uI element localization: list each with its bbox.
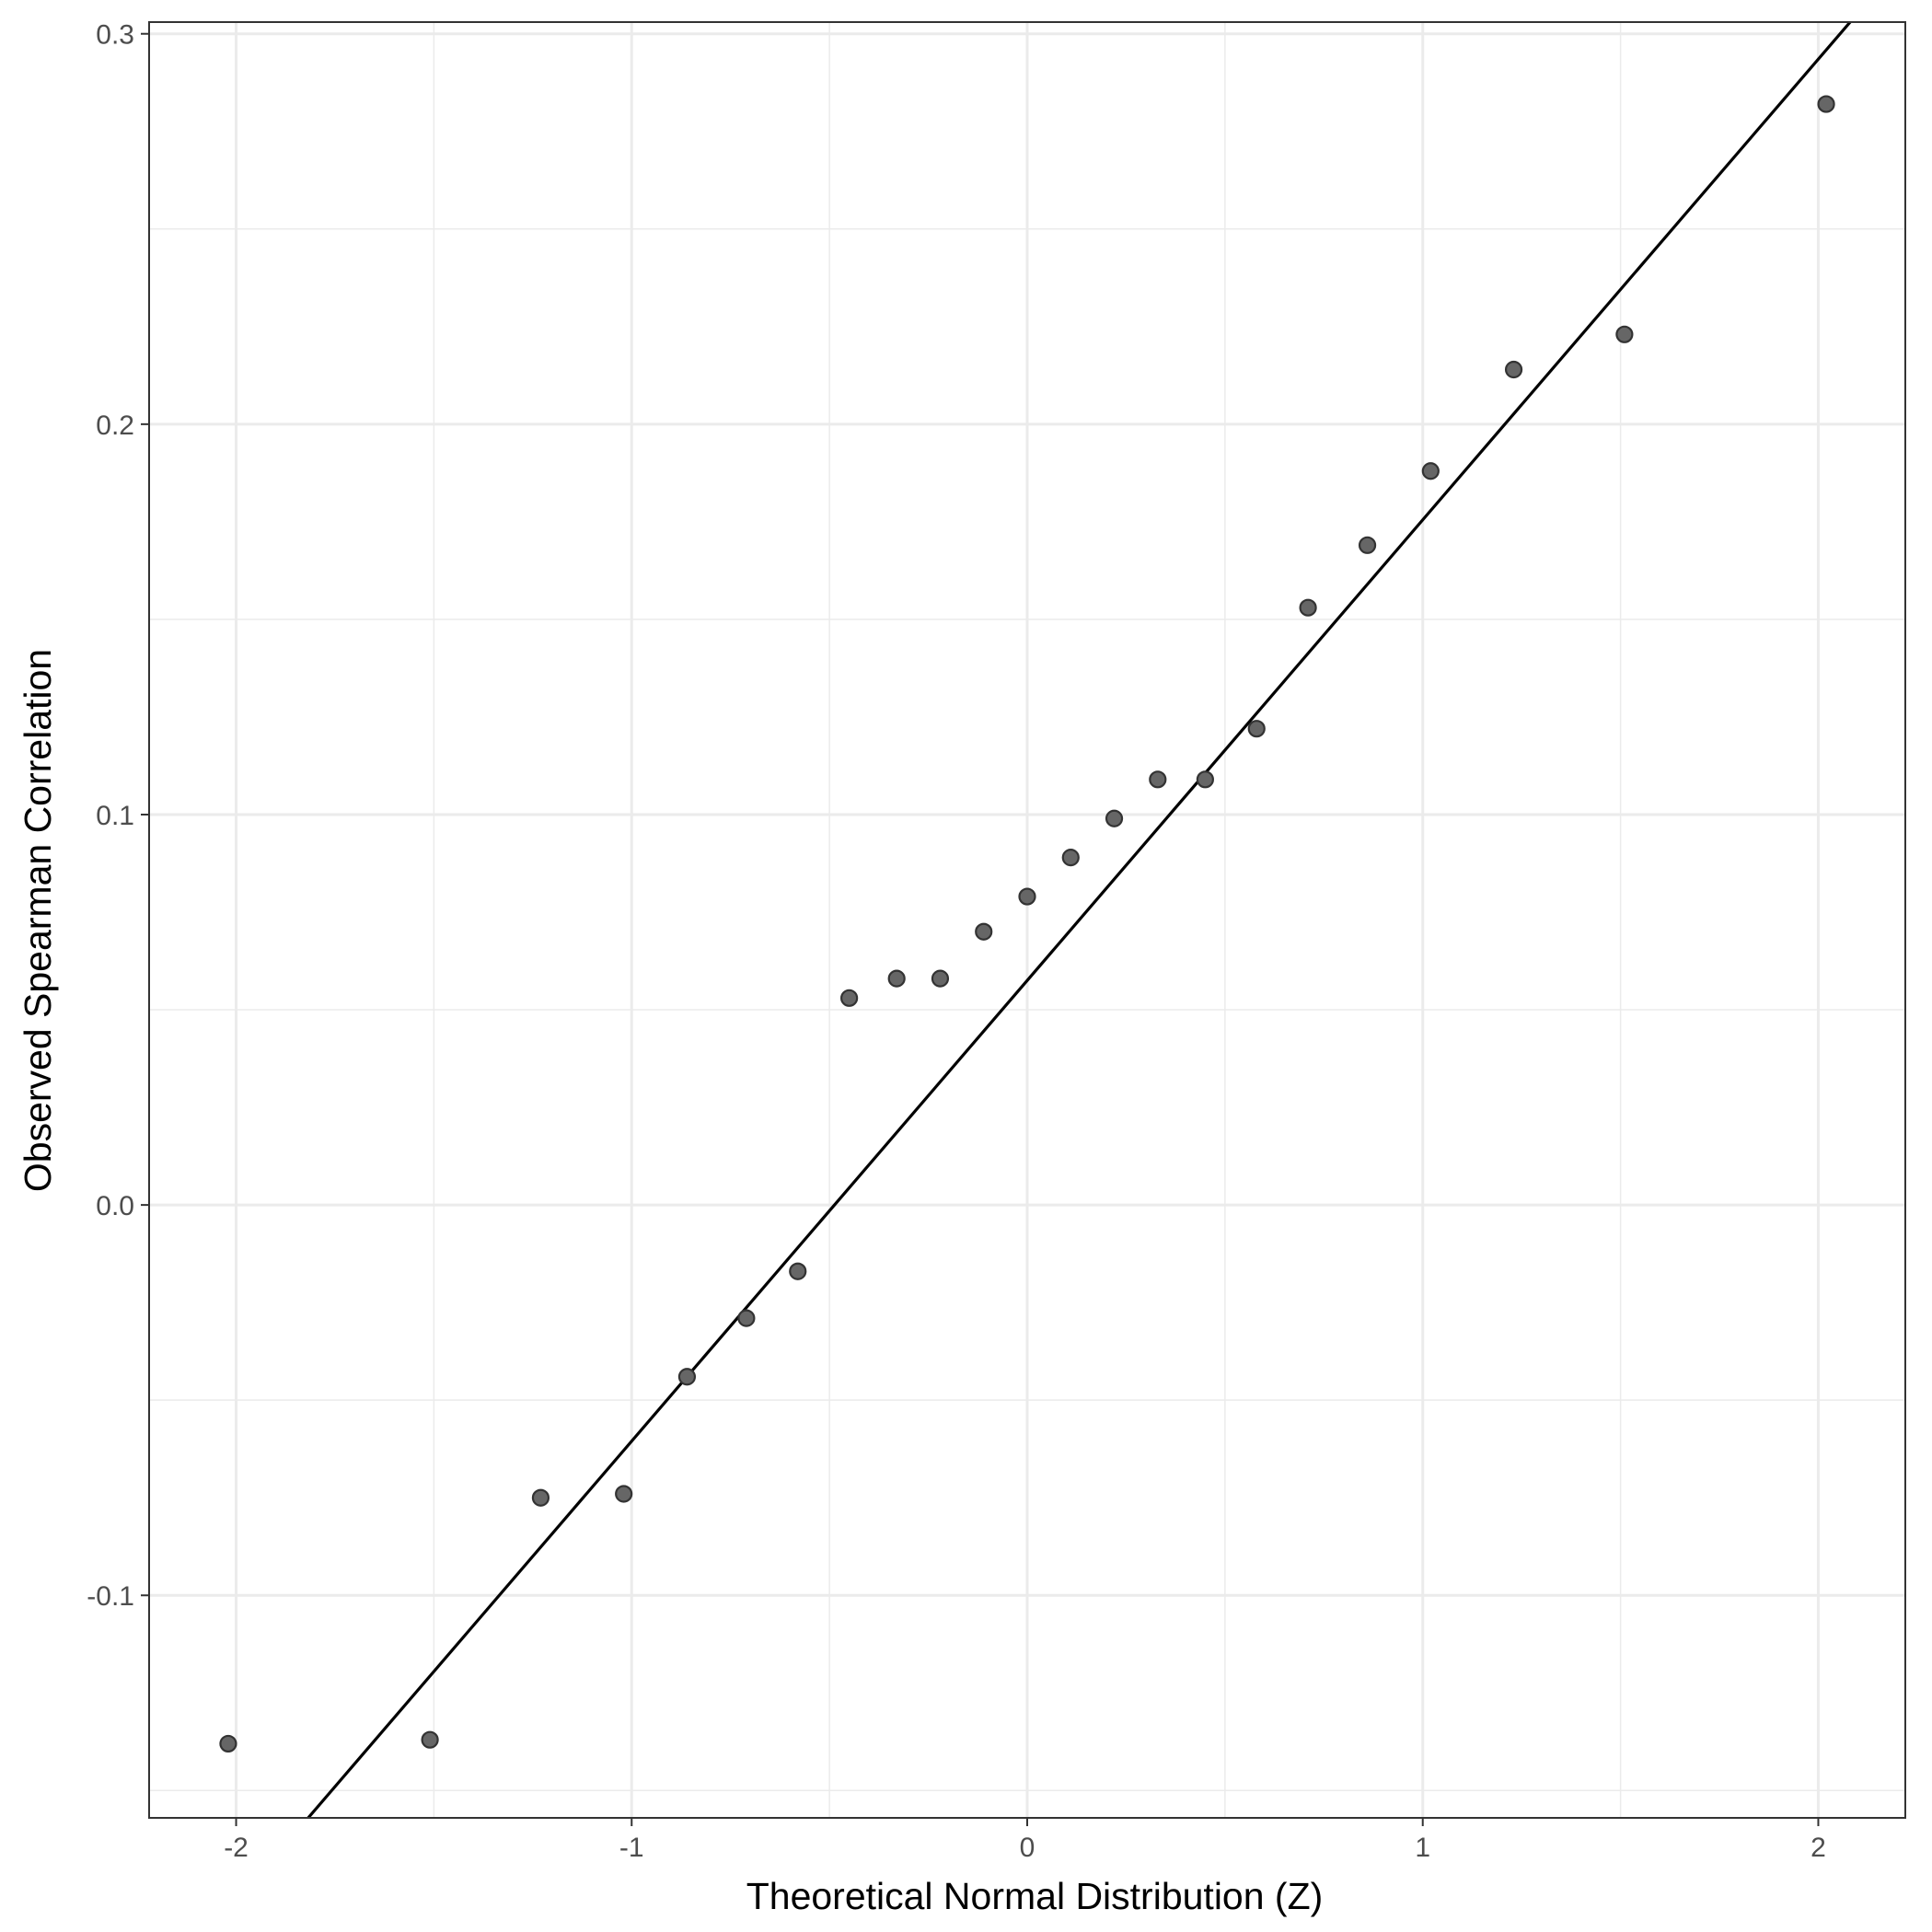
x-axis-title: Theoretical Normal Distribution (Z)	[746, 1875, 1324, 1917]
x-tick-label: 1	[1415, 1833, 1430, 1863]
data-point	[1615, 325, 1634, 343]
y-axis-ticks: -0.1 0.0 0.1 0.2 0.3	[87, 20, 149, 1612]
data-point	[1105, 809, 1124, 827]
x-tick-label: -1	[619, 1833, 644, 1863]
y-tick-label: 0.1	[96, 801, 134, 831]
data-point	[677, 1368, 697, 1386]
data-point	[1149, 770, 1167, 789]
y-tick-label: 0.2	[96, 411, 134, 441]
data-point	[1421, 462, 1440, 480]
x-tick-label: 2	[1811, 1833, 1826, 1863]
y-axis-title: Observed Spearman Correlation	[17, 649, 59, 1192]
major-gridlines	[149, 22, 1905, 1818]
data-point	[615, 1485, 633, 1503]
data-point	[789, 1262, 807, 1280]
y-tick-label: 0.0	[96, 1191, 134, 1221]
x-tick-label: 0	[1020, 1833, 1035, 1863]
data-point	[887, 969, 906, 988]
data-point	[840, 989, 859, 1007]
data-point	[1358, 536, 1377, 554]
data-point	[1817, 95, 1835, 113]
data-point	[1196, 770, 1214, 789]
data-point	[531, 1488, 550, 1507]
data-point	[219, 1734, 237, 1753]
y-tick-label: -0.1	[87, 1581, 134, 1612]
data-point	[1504, 360, 1523, 379]
data-point	[931, 969, 950, 988]
data-points	[219, 95, 1835, 1753]
data-point	[1018, 887, 1036, 906]
x-axis-ticks: -2 -1 0 1 2	[224, 1818, 1826, 1863]
reference-line-group	[306, 22, 1853, 1818]
x-tick-label: -2	[224, 1833, 249, 1863]
data-point	[975, 922, 993, 941]
data-point	[1061, 849, 1080, 867]
y-tick-label: 0.3	[96, 20, 134, 51]
data-point	[737, 1309, 756, 1327]
data-point	[1247, 720, 1266, 738]
data-point	[1299, 598, 1317, 617]
reference-line	[306, 22, 1853, 1818]
data-point	[421, 1730, 439, 1749]
